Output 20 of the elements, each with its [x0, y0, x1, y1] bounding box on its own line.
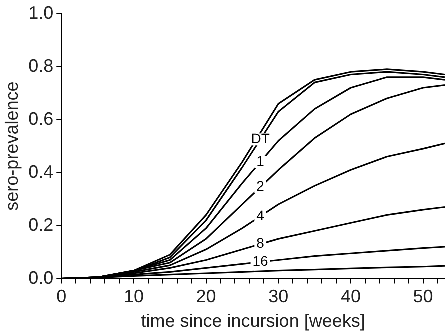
y-tick-label: 0.8	[28, 56, 54, 76]
x-tick-label: 40	[340, 286, 361, 307]
series-label: DT	[251, 130, 270, 147]
series-label: 16	[252, 253, 269, 270]
y-axis-title: sero-prevalence	[2, 82, 22, 211]
y-tick-label: 1.0	[28, 2, 54, 23]
x-tick-label: 30	[268, 286, 289, 307]
x-axis-title: time since incursion [weeks]	[141, 311, 366, 332]
y-tick-label: 0.6	[28, 108, 54, 129]
y-tick-label: 0.0	[28, 268, 54, 288]
x-tick-label: 10	[124, 286, 144, 307]
series-label: 1	[256, 153, 265, 170]
series-label: 8	[256, 235, 265, 252]
series-label: 2	[256, 178, 265, 194]
x-tick-label: 0	[56, 286, 67, 307]
y-tick-label: 0.4	[28, 162, 54, 182]
x-tick-label: 50	[413, 286, 434, 307]
series-label: 4	[256, 207, 265, 224]
x-tick-label: 20	[196, 286, 216, 307]
y-tick-label: 0.2	[28, 214, 54, 235]
